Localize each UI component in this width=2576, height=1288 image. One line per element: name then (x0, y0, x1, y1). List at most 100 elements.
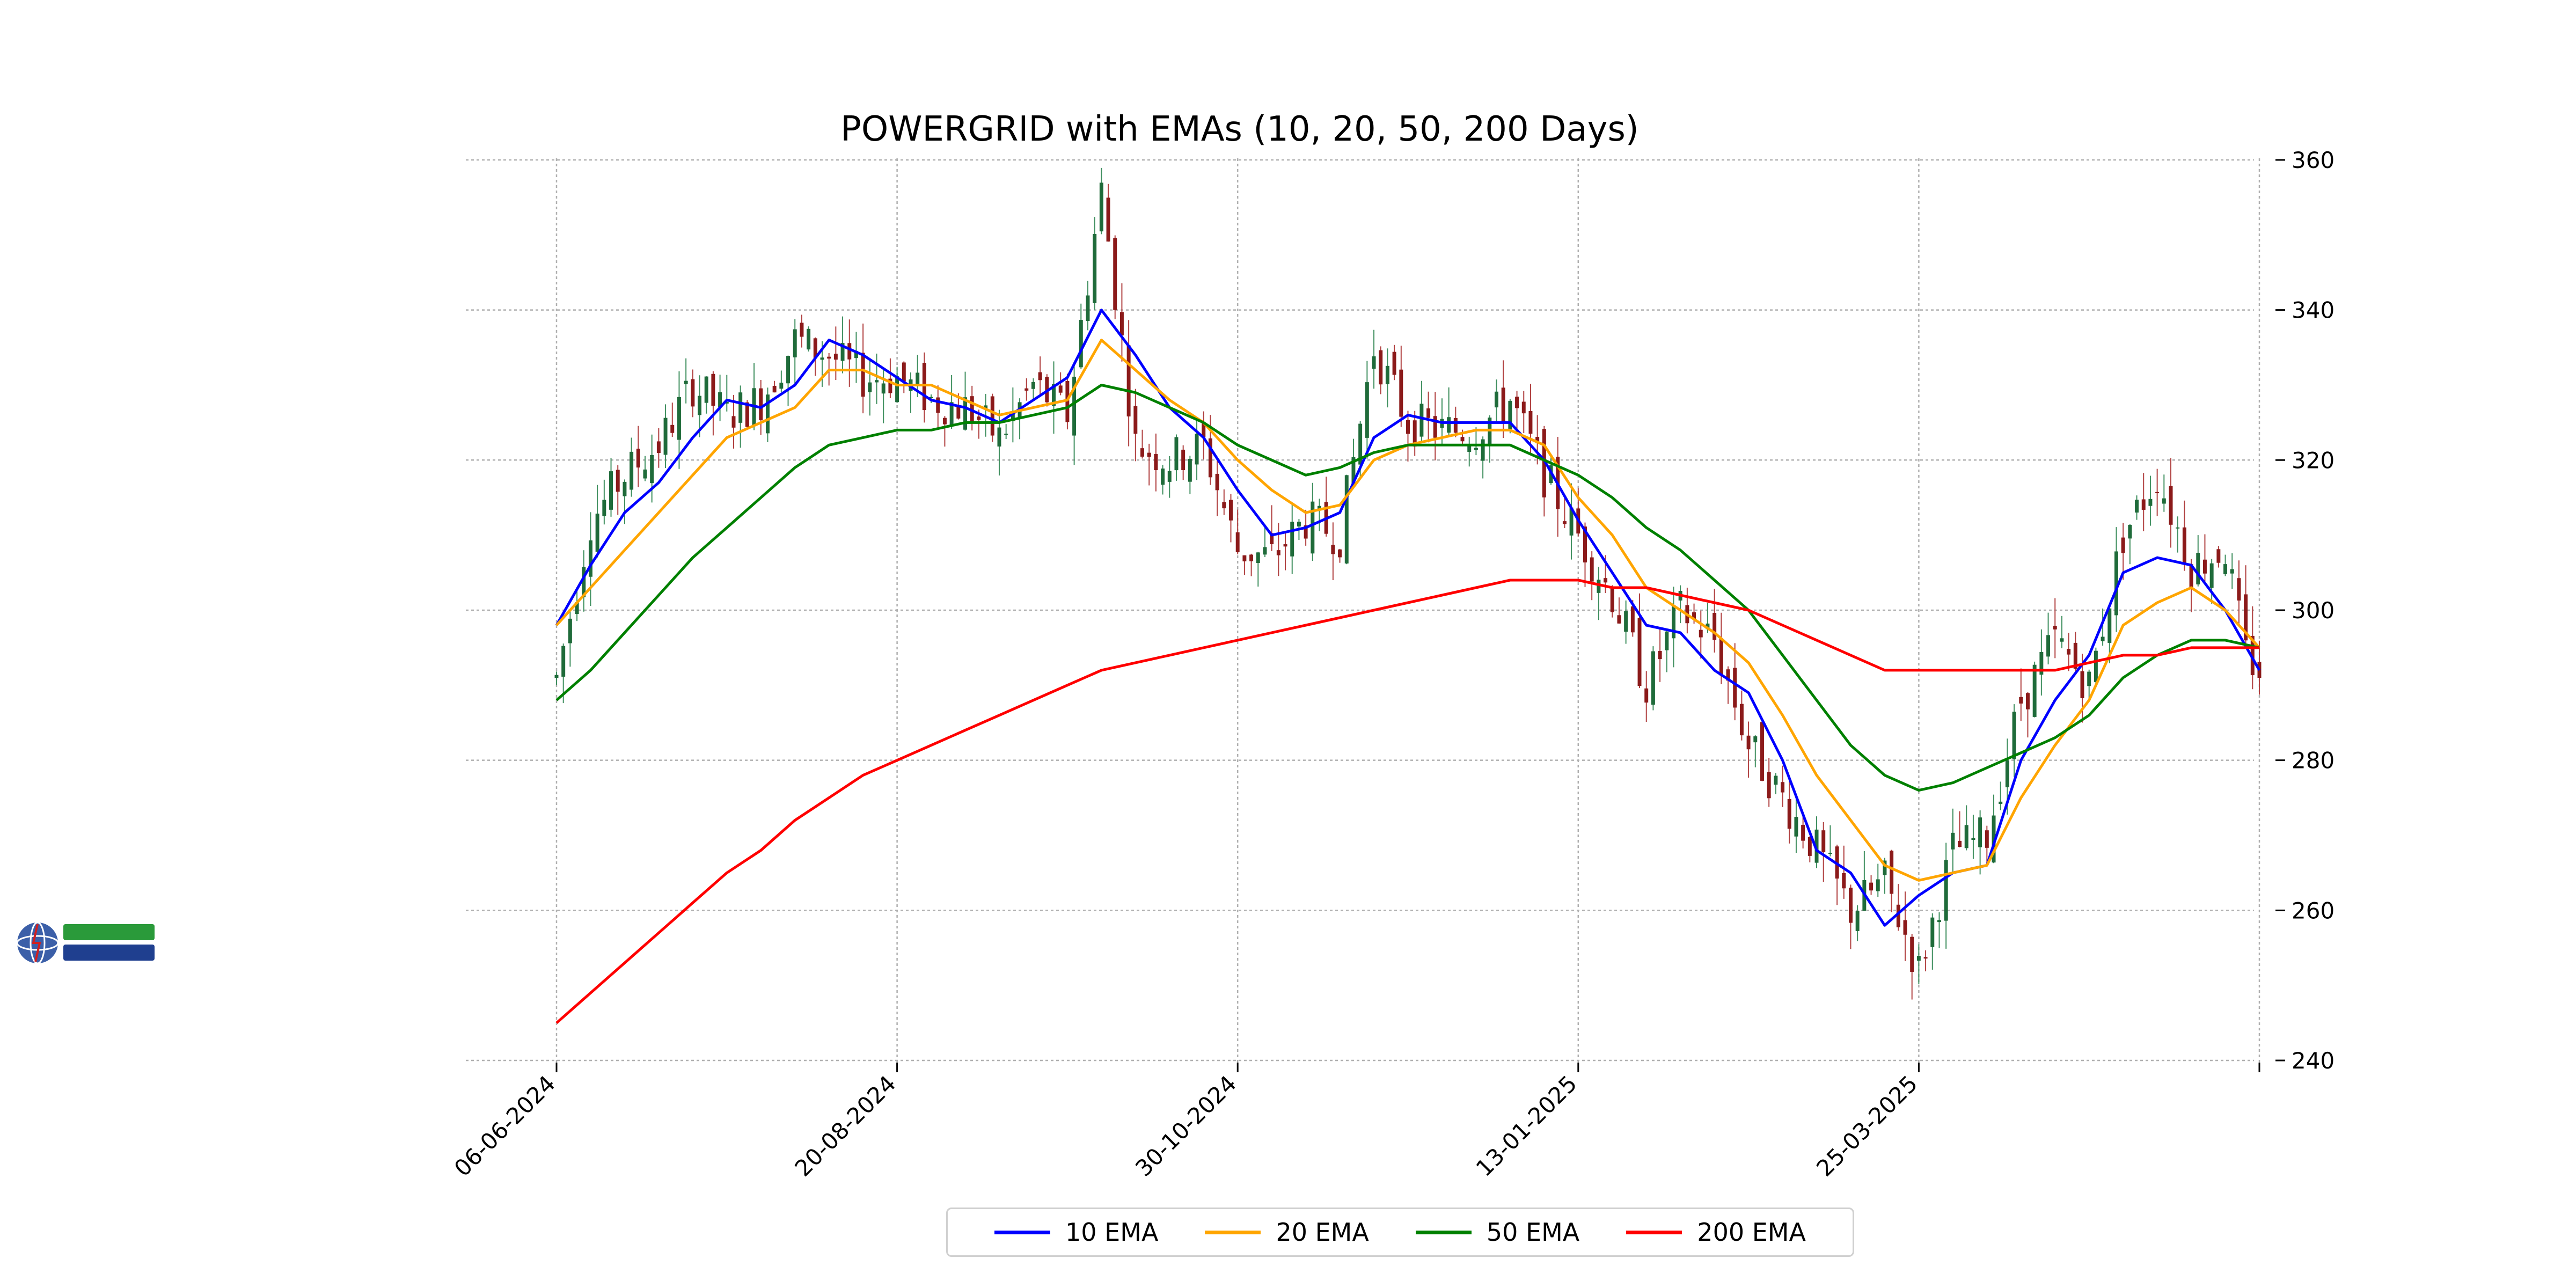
candlestick (1739, 690, 1744, 741)
candlestick (1038, 356, 1042, 396)
candlestick (1903, 891, 1907, 961)
candlestick (1086, 281, 1090, 331)
candle-body (833, 354, 838, 360)
candlestick (2148, 475, 2153, 526)
candle-body (554, 675, 559, 678)
candle-body (854, 350, 858, 358)
candle-body (2230, 569, 2234, 574)
candle-body (1052, 384, 1056, 406)
candle-body (1202, 422, 1206, 437)
candlestick (1617, 597, 1621, 624)
candle-body (1992, 815, 1996, 863)
candlestick (2039, 629, 2044, 696)
candlestick (2067, 633, 2071, 671)
candle-body (1801, 824, 1805, 841)
x-tick-label: 30-10-2024 (1130, 1070, 1241, 1181)
candlestick (1188, 456, 1192, 494)
candlestick (1290, 504, 1294, 574)
candle-body (1215, 473, 1219, 491)
x-tick-label: 13-01-2025 (1471, 1070, 1582, 1181)
candlestick (1978, 810, 1982, 875)
candle-body (1617, 615, 1621, 624)
candlestick (554, 671, 559, 686)
candlestick (2121, 523, 2125, 580)
candlestick (942, 416, 947, 447)
candle-body (561, 646, 566, 677)
y-tick-label: 280 (2292, 748, 2334, 774)
candlestick (1235, 509, 1240, 554)
candlestick (568, 610, 572, 667)
candlestick (630, 437, 634, 497)
candle-body (1481, 439, 1485, 461)
candle-body (2182, 527, 2186, 564)
candlestick (1781, 765, 1785, 807)
candle-body (902, 362, 906, 382)
candle-body (2012, 712, 2016, 759)
candle-body (1937, 920, 1941, 923)
candle-body (2039, 652, 2044, 675)
candlestick (2176, 516, 2180, 553)
candlestick (1746, 721, 1751, 778)
candlestick (1665, 628, 1669, 672)
candle-body (1181, 449, 1185, 471)
candle-body (1814, 829, 1819, 863)
candle-body (1167, 471, 1172, 482)
candlestick (1467, 436, 1472, 467)
candlestick (2169, 458, 2173, 548)
candle-body (1624, 611, 1628, 632)
candle-body (1195, 434, 1199, 465)
candle-body (1467, 445, 1472, 452)
candle-body (888, 378, 892, 393)
candlestick (1855, 905, 1860, 941)
candle-body (1154, 454, 1158, 471)
powergrid-logo (15, 919, 160, 967)
candle-body (1964, 825, 1968, 848)
candle-body (1869, 882, 1874, 891)
candlestick (1542, 426, 1546, 517)
candle-body (1760, 722, 1764, 781)
candle-body (1535, 437, 1540, 443)
candle-body (1174, 437, 1179, 471)
candlestick (1651, 646, 1655, 711)
candle-body (2107, 608, 2112, 643)
candle-body (1235, 532, 1240, 553)
chart-title: POWERGRID with EMAs (10, 20, 50, 200 Day… (840, 109, 1639, 149)
candlestick (1610, 585, 1614, 618)
candle-body (2162, 498, 2166, 504)
candlestick (1583, 522, 1587, 587)
candle-body (1781, 782, 1785, 793)
candle-body (1113, 238, 1117, 310)
candlestick (1004, 424, 1008, 440)
candlestick (1167, 456, 1172, 498)
candle-body (1126, 345, 1131, 416)
ema-lines (555, 309, 2261, 1024)
candle-body (1413, 420, 1417, 447)
candlestick (1249, 553, 1254, 576)
candle-body (2053, 626, 2057, 630)
candle-body (670, 425, 675, 433)
candlestick (1242, 555, 1247, 575)
candlestick (595, 485, 599, 558)
candle-body (711, 374, 715, 406)
candlestick (2060, 616, 2064, 648)
candlestick (1276, 523, 1280, 576)
candlestick (1719, 612, 1723, 685)
candle-body (1038, 372, 1042, 380)
candlestick (1229, 494, 1233, 543)
candle-body (786, 356, 791, 384)
candle-body (1208, 438, 1212, 478)
candle-body (1855, 911, 1860, 932)
candle-body (684, 380, 688, 384)
candle-body (2209, 563, 2214, 588)
candlestick (2209, 559, 2214, 604)
candlestick (1058, 372, 1063, 396)
y-tick-label: 340 (2292, 297, 2334, 324)
candle-body (1379, 350, 1383, 385)
candlestick (1147, 443, 1151, 486)
candlestick (1181, 445, 1185, 480)
ema-line-200-ema (555, 579, 2259, 1024)
candlestick (1413, 411, 1417, 456)
candle-body (997, 427, 1001, 447)
candlestick (997, 409, 1001, 475)
candle-body (2114, 551, 2118, 616)
